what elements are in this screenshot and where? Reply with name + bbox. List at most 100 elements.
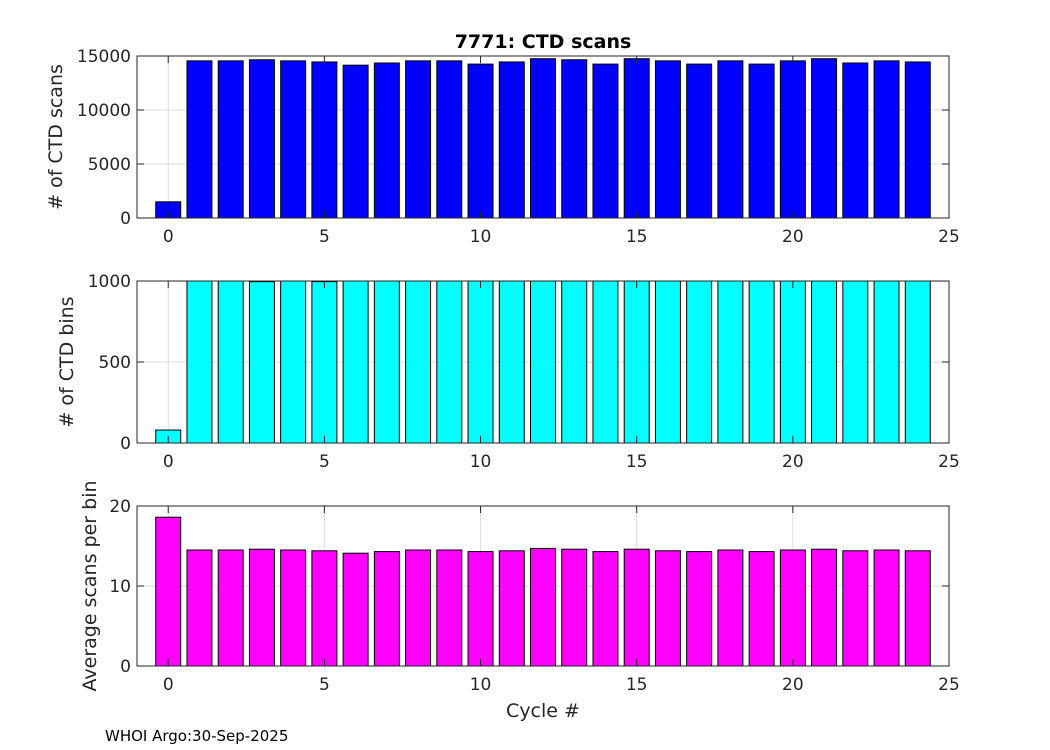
- bar-cycle-12: [530, 58, 556, 219]
- x-tick-label: 10: [470, 452, 492, 472]
- bar-cycle-22: [842, 62, 869, 219]
- bar-cycle-23: [873, 549, 900, 667]
- y-axis-label: Average scans per bin: [79, 480, 101, 691]
- chart-panel-1: 0 5 10 15 20 25 0 5000 10000 15000 # of CTD scans 7…: [45, 31, 960, 247]
- y-tick-label: 5000: [88, 155, 131, 175]
- bar-cycle-3: [248, 59, 275, 219]
- x-tick-label: 15: [626, 675, 648, 695]
- bar-cycle-1: [186, 60, 213, 219]
- x-tick-label: 25: [938, 452, 960, 472]
- bar-cycle-7: [373, 551, 400, 667]
- x-tick-label: 20: [782, 675, 804, 695]
- y-tick-label: 500: [99, 353, 131, 373]
- bar-cycle-16: [654, 280, 681, 444]
- bar-cycle-18: [717, 60, 744, 219]
- x-tick-label: 10: [470, 675, 492, 695]
- bar-cycle-5: [311, 281, 338, 444]
- bar-cycle-21: [811, 548, 838, 667]
- bar-cycle-1: [186, 280, 213, 444]
- bar-cycle-8: [405, 280, 432, 444]
- x-tick-label: 25: [938, 675, 960, 695]
- bar-cycle-15: [623, 548, 650, 667]
- x-tick-label: 0: [163, 675, 174, 695]
- bar-cycle-20: [779, 60, 806, 219]
- bar-cycle-10: [467, 63, 494, 219]
- bar-cycle-2: [217, 549, 244, 667]
- y-tick-label: 10: [109, 577, 131, 597]
- bar-cycle-10: [467, 551, 494, 667]
- bar-cycle-19: [748, 551, 775, 667]
- bar-cycle-16: [654, 60, 681, 219]
- x-tick-label: 0: [163, 227, 174, 247]
- bar-cycle-8: [405, 60, 432, 219]
- bar-cycle-13: [561, 548, 588, 667]
- bar-cycle-5: [311, 61, 338, 219]
- y-tick-label: 20: [109, 497, 131, 517]
- bar-cycle-22: [842, 550, 869, 667]
- bar-cycle-24: [904, 280, 931, 444]
- y-tick-label: 10000: [77, 101, 131, 121]
- bar-cycle-21: [811, 58, 838, 219]
- bar-cycle-20: [779, 280, 806, 444]
- bar-cycle-5: [311, 550, 338, 667]
- bar-cycle-13: [561, 280, 588, 444]
- x-tick-label: 25: [938, 227, 960, 247]
- bar-cycle-3: [248, 548, 275, 667]
- bar-cycle-23: [873, 280, 900, 444]
- bar-cycle-24: [904, 61, 931, 219]
- y-tick-label: 1000: [88, 272, 131, 292]
- bar-cycle-9: [436, 60, 463, 219]
- x-tick-label: 20: [782, 227, 804, 247]
- bar-cycle-21: [811, 280, 838, 444]
- bar-cycle-14: [592, 551, 619, 667]
- bar-cycle-9: [436, 280, 463, 444]
- bar-cycle-15: [623, 280, 650, 444]
- chart-title: 7771: CTD scans: [455, 31, 632, 53]
- footer-text: WHOI Argo:30-Sep-2025: [105, 727, 288, 745]
- bar-cycle-7: [373, 280, 400, 444]
- bar-cycle-18: [717, 280, 744, 444]
- bar-cycle-10: [467, 280, 494, 444]
- bar-cycle-13: [561, 59, 588, 219]
- bar-cycle-22: [842, 280, 869, 444]
- chart-panel-2: 0 5 10 15 20 25 0 500 1000 # of CTD bins: [56, 272, 960, 472]
- bar-cycle-11: [498, 550, 525, 667]
- bar-cycle-20: [779, 549, 806, 667]
- bar-cycle-12: [530, 280, 556, 444]
- bar-cycle-11: [498, 61, 525, 219]
- x-axis-label: Cycle #: [506, 700, 580, 722]
- bar-cycle-7: [373, 62, 400, 219]
- y-tick-label: 0: [120, 657, 131, 677]
- bar-cycle-17: [686, 280, 713, 444]
- bar-cycle-18: [717, 549, 744, 667]
- x-tick-label: 5: [319, 675, 330, 695]
- y-axis-label: # of CTD scans: [45, 64, 67, 210]
- bar-cycle-16: [654, 550, 681, 667]
- bar-cycle-4: [280, 280, 307, 444]
- bar-cycle-12: [530, 547, 556, 667]
- x-tick-label: 15: [626, 227, 648, 247]
- bar-cycle-6: [342, 64, 369, 219]
- axes-box: [136, 55, 950, 219]
- x-tick-label: 0: [163, 452, 174, 472]
- bar-cycle-24: [904, 550, 931, 667]
- bar-cycle-1: [186, 549, 213, 667]
- bar-cycle-17: [686, 63, 713, 219]
- bar-cycle-2: [217, 60, 244, 219]
- bar-cycle-14: [592, 280, 619, 444]
- bar-cycle-2: [217, 280, 244, 444]
- bar-cycle-0: [155, 516, 182, 667]
- chart-panel-3: 0 5 10 15 20 25 0 10 20 Average scans per bin Cycl…: [79, 480, 960, 722]
- x-tick-label: 5: [319, 452, 330, 472]
- x-tick-label: 5: [319, 227, 330, 247]
- x-tick-label: 15: [626, 452, 648, 472]
- bar-cycle-23: [873, 60, 900, 219]
- bar-cycle-6: [342, 280, 369, 444]
- y-tick-label: 15000: [77, 47, 131, 67]
- y-tick-label: 0: [120, 209, 131, 229]
- x-tick-label: 10: [470, 227, 492, 247]
- y-tick-label: 0: [120, 434, 131, 454]
- bar-cycle-6: [342, 552, 369, 667]
